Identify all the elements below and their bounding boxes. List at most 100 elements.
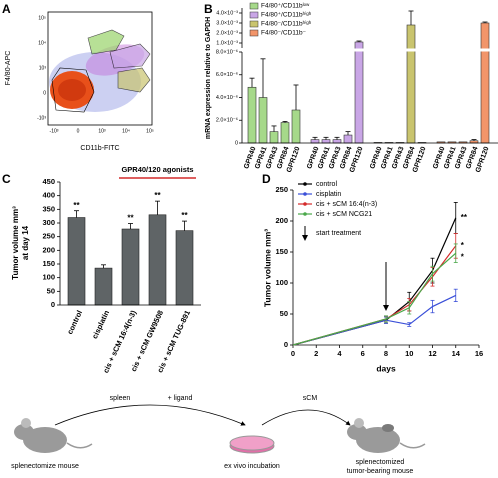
panel-label: C <box>2 172 11 186</box>
significance-label: ** <box>154 191 161 200</box>
x-tick-label: 10 <box>405 349 413 358</box>
mouse-icon <box>14 418 93 453</box>
y-tick-label: 2.0×10⁻⁶ <box>216 117 238 124</box>
x-tick-label: 0 <box>77 128 80 134</box>
legend-label: F4/80⁺/CD11bˡᵒʷ <box>261 3 310 10</box>
y-tick-label: 50 <box>47 286 55 295</box>
bar <box>94 267 113 306</box>
x-tick-label: 12 <box>428 349 436 358</box>
y-tick-label: 100 <box>275 278 288 287</box>
y-axis-label: mRNA expression relative to GAPDH <box>205 17 212 139</box>
x-tick-label: 14 <box>452 349 461 358</box>
gate <box>117 67 151 93</box>
x-tick-label: 16 <box>475 349 483 358</box>
event-cloud <box>58 79 86 101</box>
y-tick-label: 150 <box>275 247 288 256</box>
y-tick-label: 300 <box>42 218 55 227</box>
bar <box>67 217 86 306</box>
y-tick-label: 150 <box>42 259 55 268</box>
bar <box>332 139 342 144</box>
legend-label: start treatment <box>316 230 361 237</box>
y-tick-label: -10³ <box>37 115 46 121</box>
bar <box>121 228 140 306</box>
axis-break <box>238 48 494 52</box>
legend-label: F4/80⁻/CD11bʰⁱᵍʰ <box>261 20 312 28</box>
x-tick-label: 10⁵ <box>146 128 154 134</box>
x-axis-label: CD11b-FITC <box>80 145 119 152</box>
x-tick-label: control <box>65 309 84 336</box>
x-axis-label: days <box>376 363 396 373</box>
series-line <box>292 252 457 346</box>
bar <box>280 122 290 144</box>
y-tick-label: 4.0×10⁻⁶ <box>216 94 238 101</box>
bar <box>354 41 364 144</box>
y-tick-label: 250 <box>275 185 288 194</box>
y-tick-label: 250 <box>42 232 55 241</box>
bar <box>480 22 490 144</box>
y-tick-label: 0 <box>51 300 55 309</box>
mouse-icon <box>347 418 426 453</box>
legend-swatch <box>249 11 259 19</box>
bar <box>291 109 301 144</box>
x-tick-label: 0 <box>291 349 295 358</box>
gate <box>51 67 95 113</box>
x-tick-label: 4 <box>337 349 342 358</box>
step-label: splenectomize mouse <box>11 463 79 470</box>
y-axis-label: Tumor volume mm³ <box>11 206 20 280</box>
y-tick-label: 2.0×10⁻³ <box>216 30 238 36</box>
end-label: * <box>461 241 465 250</box>
y-axis-label: at day 14 <box>21 225 30 260</box>
bar <box>310 139 320 144</box>
legend-marker <box>303 202 307 206</box>
panel-label: B <box>204 2 213 16</box>
significance-label: ** <box>181 211 188 220</box>
step-label: + ligand <box>168 395 193 402</box>
y-tick-label: 200 <box>42 245 55 254</box>
legend-label: F4/80⁻/CD11b⁻ <box>261 30 307 37</box>
legend-marker <box>303 192 307 196</box>
panel-label: D <box>262 172 271 186</box>
y-tick-label: 8.0×10⁻⁶ <box>216 48 238 55</box>
legend-swatch <box>249 2 259 10</box>
y-tick-label: 400 <box>42 191 55 200</box>
y-axis-label: Tumor volume mm³ <box>262 229 272 307</box>
x-tick-label: -10³ <box>50 128 59 134</box>
y-tick-label: 10³ <box>39 65 47 71</box>
y-tick-label: 100 <box>42 273 55 282</box>
bracket-label: GPR40/120 agonists <box>121 165 193 174</box>
bar <box>321 139 331 144</box>
y-tick-label: 6.0×10⁻⁶ <box>216 71 238 78</box>
y-tick-label: 0 <box>284 340 288 349</box>
x-tick-label: 8 <box>384 349 388 358</box>
legend-label: control <box>316 181 337 188</box>
flow-plot: F4/80-APC CD11b-FITC <box>5 11 153 152</box>
y-tick-label: 50 <box>280 309 288 318</box>
gate <box>109 43 151 69</box>
bar <box>258 97 268 144</box>
arrow <box>54 404 246 426</box>
x-tick-label: 2 <box>314 349 318 358</box>
legend-label: cisplatin <box>316 191 341 198</box>
end-label: ** <box>461 213 468 222</box>
step-label: spleen <box>110 395 131 402</box>
legend-marker <box>303 182 307 186</box>
x-tick-label: 10³ <box>98 128 106 134</box>
y-tick-label: 200 <box>275 216 288 225</box>
significance-label: ** <box>73 201 80 210</box>
end-label: * <box>461 252 465 261</box>
x-tick-label: 10⁴ <box>122 128 130 134</box>
bar <box>148 214 167 306</box>
y-tick-label: 350 <box>42 204 55 213</box>
legend-label: cis + sCM NCG21 <box>316 211 372 218</box>
dish-icon <box>229 435 275 454</box>
y-axis-label: F4/80-APC <box>5 51 12 86</box>
bar <box>175 230 194 306</box>
legend-label: cis + sCM 16:4(n-3) <box>316 201 377 208</box>
significance-label: ** <box>127 214 134 223</box>
panel-label: A <box>2 2 11 16</box>
step-label: ex vivo incubation <box>224 463 280 470</box>
series-line <box>292 245 457 346</box>
legend-marker <box>303 212 307 216</box>
y-tick-label: 450 <box>42 177 55 186</box>
